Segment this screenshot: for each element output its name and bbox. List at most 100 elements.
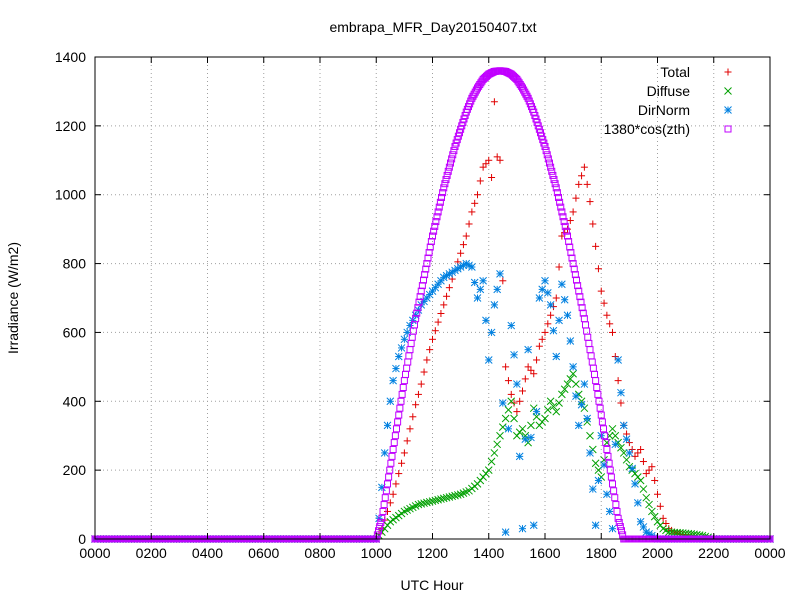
data-point (502, 363, 510, 371)
data-point (445, 284, 453, 292)
data-point (383, 421, 392, 430)
data-point (447, 159, 454, 167)
data-point (617, 399, 625, 407)
data-point (547, 311, 555, 319)
data-point (600, 299, 608, 307)
y-axis-tick-labels: 0 200 400 600 800 1000 1200 1400 (55, 49, 86, 547)
data-point (611, 494, 619, 502)
data-point (566, 337, 575, 345)
data-point (382, 487, 390, 495)
data-point (513, 408, 521, 416)
series-1 (91, 369, 774, 543)
data-point (577, 400, 586, 409)
data-point (617, 388, 625, 397)
data-point (397, 397, 405, 405)
data-point (507, 390, 515, 398)
data-point (586, 431, 594, 440)
data-point (569, 369, 577, 378)
data-point (555, 263, 563, 271)
data-point (553, 189, 561, 197)
data-point (431, 222, 439, 230)
data-point (474, 191, 481, 199)
data-point (583, 414, 592, 423)
data-point (562, 227, 570, 235)
x-tick-label: 2200 (698, 545, 729, 561)
data-point (388, 452, 396, 460)
data-point (448, 155, 456, 163)
data-point (445, 493, 454, 501)
x-tick-label: 0000 (79, 545, 110, 561)
data-point (390, 439, 398, 447)
data-point (560, 218, 568, 226)
data-point (451, 491, 459, 500)
data-point (598, 418, 606, 426)
data-point (588, 358, 596, 366)
data-point (439, 494, 448, 503)
data-point (444, 167, 452, 175)
data-point (560, 295, 569, 304)
data-point (499, 277, 507, 285)
data-point (487, 457, 496, 466)
data-point (386, 499, 394, 507)
y-tick-label: 800 (63, 256, 87, 272)
data-point (393, 425, 400, 433)
data-point (566, 217, 574, 225)
data-point (450, 147, 458, 155)
data-point (417, 500, 426, 508)
data-point (429, 232, 436, 240)
y-tick-label: 1000 (55, 187, 86, 203)
data-point (431, 327, 439, 335)
data-point (400, 335, 409, 344)
series-3 (91, 67, 774, 543)
x-tick-label: 2000 (642, 545, 673, 561)
data-point (596, 404, 604, 412)
data-point (403, 437, 411, 445)
legend-marker (724, 87, 732, 95)
legend-marker (724, 68, 732, 76)
data-point (622, 455, 631, 464)
data-point (493, 440, 502, 449)
data-point (389, 445, 397, 453)
data-point (429, 335, 436, 343)
data-point (586, 449, 594, 457)
data-point (633, 498, 642, 507)
data-point (606, 466, 614, 474)
data-point (426, 346, 434, 354)
data-point (471, 199, 479, 207)
x-tick-label: 1800 (586, 545, 617, 561)
data-point (549, 171, 557, 179)
data-point (507, 397, 516, 406)
data-point (434, 495, 442, 504)
data-point (602, 439, 610, 447)
data-point (645, 500, 653, 509)
y-tick-label: 1400 (55, 49, 86, 65)
data-point (552, 352, 561, 361)
data-point (552, 407, 561, 416)
data-point (459, 241, 467, 249)
data-point (583, 327, 591, 335)
x-tick-label: 1200 (417, 545, 448, 561)
data-point (377, 518, 385, 526)
data-point (496, 270, 504, 278)
data-point (496, 431, 504, 440)
data-point (541, 328, 549, 336)
data-point (442, 493, 451, 502)
data-point (591, 370, 598, 378)
data-point (504, 406, 513, 414)
data-point (572, 194, 580, 202)
data-point (639, 485, 648, 493)
data-point (597, 287, 605, 295)
data-point (394, 418, 402, 426)
data-point (407, 339, 415, 347)
data-point (490, 98, 498, 106)
data-point (605, 507, 614, 516)
data-point (437, 495, 445, 503)
data-point (420, 499, 428, 508)
data-point (555, 399, 563, 407)
x-tick-label: 0400 (192, 545, 223, 561)
data-point (593, 384, 601, 392)
data-point (558, 280, 566, 289)
data-point (381, 494, 389, 502)
data-point (591, 459, 600, 468)
data-point (403, 364, 411, 372)
